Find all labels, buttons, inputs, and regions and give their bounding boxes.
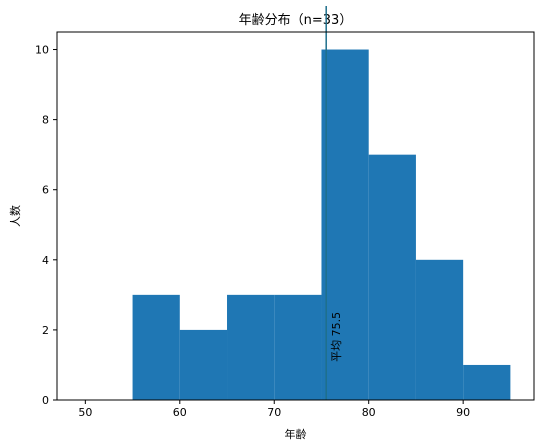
y-axis-ticks: 0 2 4 6 8 10 xyxy=(35,44,57,407)
x-tick-label: 50 xyxy=(78,406,92,419)
bars-group xyxy=(132,49,511,401)
x-tick-label: 70 xyxy=(267,406,281,419)
x-axis-label: 年齢 xyxy=(285,427,307,441)
histogram-bar xyxy=(227,294,275,400)
y-axis-label: 人数 xyxy=(9,205,22,227)
x-tick-label: 90 xyxy=(456,406,470,419)
histogram-bar xyxy=(415,259,464,400)
histogram-bar xyxy=(274,294,322,400)
y-tick-label: 2 xyxy=(42,324,49,337)
x-axis-ticks: 50 60 70 80 90 xyxy=(78,400,470,419)
y-tick-label: 4 xyxy=(42,254,49,267)
histogram-bar xyxy=(368,154,416,400)
x-tick-label: 80 xyxy=(362,406,376,419)
mean-annotation: 平均 75.5 xyxy=(330,312,343,362)
x-tick-label: 60 xyxy=(173,406,187,419)
y-tick-label: 6 xyxy=(42,184,49,197)
y-tick-label: 0 xyxy=(42,394,49,407)
histogram-bar xyxy=(321,49,369,401)
chart-title: 年齢分布（n=33） xyxy=(239,13,353,28)
axes-group xyxy=(56,31,535,401)
y-tick-label: 10 xyxy=(35,44,49,57)
y-tick-label: 8 xyxy=(42,114,49,127)
plot-frame xyxy=(56,31,535,401)
histogram-bar xyxy=(132,294,180,400)
histogram-bar xyxy=(463,364,511,400)
histogram-bar xyxy=(179,329,228,400)
